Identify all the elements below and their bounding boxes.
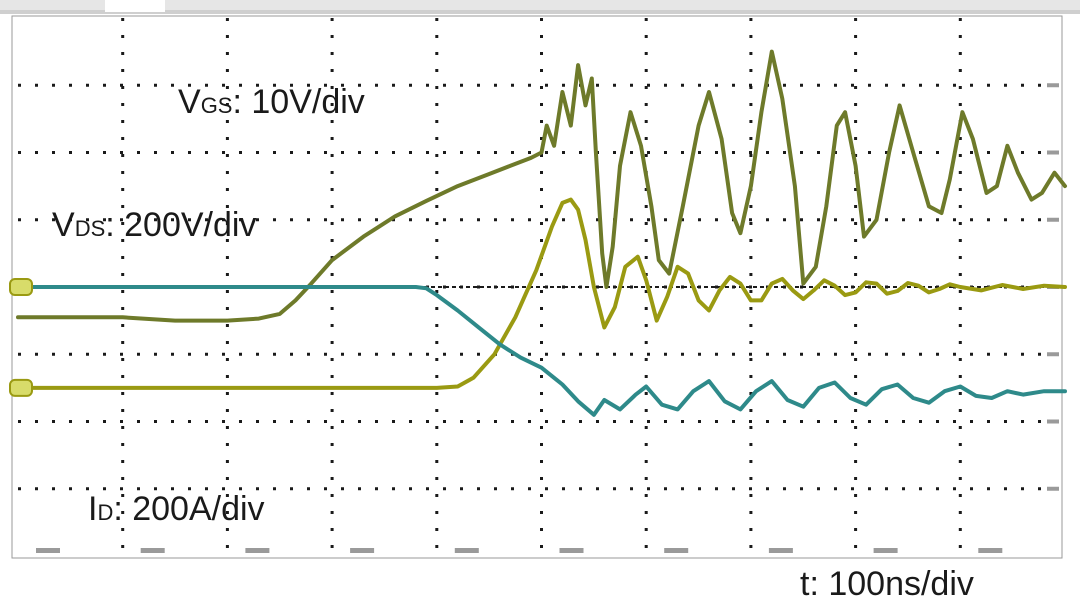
scale-mark-right [1047, 352, 1059, 357]
graticule-scale-marks [36, 83, 1059, 553]
x-axis-label: t: 100ns/div [800, 565, 974, 603]
channel-marker-d [9, 278, 33, 296]
scale-mark-bottom [245, 548, 270, 553]
top-bezel-shade [0, 10, 1080, 14]
scale-mark-right [1047, 486, 1059, 491]
channel-marker-ds [9, 378, 33, 397]
scale-mark-bottom [454, 548, 479, 553]
scale-mark-right [1047, 83, 1059, 88]
scale-mark-right [1047, 150, 1059, 155]
channel-markers [9, 278, 33, 397]
scale-mark-bottom [768, 548, 793, 553]
id-label: ID: 200A/div [88, 490, 265, 528]
scale-mark-bottom [350, 548, 375, 553]
scale-mark-bottom [664, 548, 689, 553]
scale-mark-bottom [140, 548, 165, 553]
trace-group [16, 49, 1067, 417]
trace-ds [16, 197, 1067, 390]
scale-mark-bottom [978, 548, 1003, 553]
vgs-label: VGS: 10V/div [178, 83, 365, 121]
scale-mark-right [1047, 217, 1059, 222]
top-bezel-notch [105, 0, 165, 12]
scale-mark-right [1047, 419, 1059, 424]
trace-gs [16, 49, 1067, 323]
scale-mark-bottom [873, 548, 898, 553]
top-bezel [0, 0, 1080, 12]
trace-d [16, 285, 1067, 417]
scale-mark-bottom [559, 548, 584, 553]
vds-label: VDS: 200V/div [52, 206, 256, 244]
scale-mark-bottom [36, 548, 60, 553]
